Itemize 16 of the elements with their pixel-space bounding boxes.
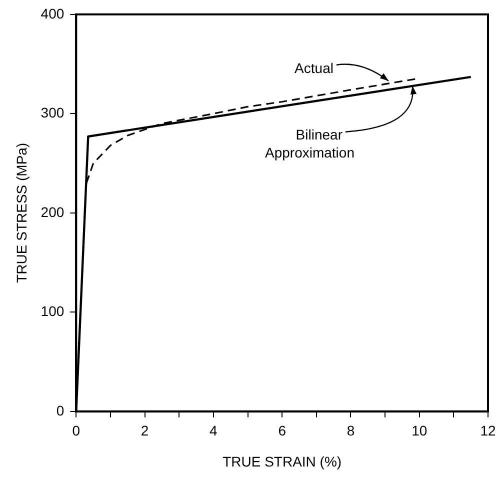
x-tick-label: 12	[480, 422, 496, 439]
x-tick-label: 6	[278, 422, 286, 439]
y-tick-label: 400	[40, 5, 64, 22]
annotation: Actual	[294, 60, 334, 76]
x-axis-title: TRUE STRAIN (%)	[222, 453, 342, 470]
x-tick-label: 2	[140, 422, 149, 439]
x-tick-label: 4	[210, 422, 218, 439]
annotation: Bilinear Approximation	[264, 126, 354, 161]
x-tick-label: 8	[346, 422, 355, 439]
y-axis-title: TRUE STRESS (MPa)	[13, 142, 30, 283]
y-tick-label: 300	[40, 104, 64, 121]
x-tick-label: 0	[72, 422, 80, 439]
y-tick-label: 0	[56, 402, 64, 418]
x-tick-label: 10	[412, 422, 428, 439]
y-tick-label: 100	[40, 303, 64, 320]
y-tick-label: 200	[40, 204, 64, 220]
